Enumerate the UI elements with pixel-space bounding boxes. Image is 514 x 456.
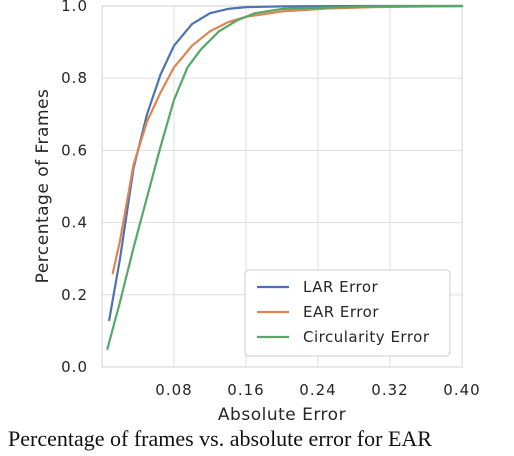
y-tick-label: 1.0	[61, 0, 88, 15]
legend-box	[244, 269, 451, 357]
x-tick-label: 0.16	[227, 381, 264, 399]
x-tick-labels: 0.08 0.16 0.24 0.32 0.40	[155, 381, 480, 399]
figure-caption: Percentage of frames vs. absolute error …	[8, 426, 432, 451]
legend-label: Circularity Error	[303, 328, 430, 346]
legend-label: LAR Error	[303, 278, 379, 296]
y-axis-label: Percentage of Frames	[33, 89, 53, 284]
series-line-1	[111, 4, 464, 275]
x-tick-label: 0.40	[443, 381, 480, 399]
series-layer	[106, 4, 464, 350]
x-tick-label: 0.32	[371, 381, 408, 399]
chart: 0.08 0.16 0.24 0.32 0.40 0.00.20.40.60.81.0 …	[33, 0, 480, 425]
y-tick-labels: 0.0 0.2 0.4 0.6 0.8 1.0	[61, 0, 88, 376]
x-tick-label: 0.08	[155, 381, 192, 399]
y-tick-label: 0.6	[61, 141, 88, 159]
series-line-2	[106, 4, 464, 350]
x-tick-label: 0.24	[299, 381, 336, 399]
legend: LAR Error EAR Error Circularity Error	[244, 269, 451, 357]
y-tick-label: 0.4	[61, 214, 88, 232]
legend-label: EAR Error	[303, 303, 379, 321]
x-axis-label: Absolute Error	[218, 405, 346, 425]
y-tick-label: 0.0	[61, 358, 88, 376]
y-tick-label: 0.2	[61, 286, 88, 304]
y-tick-label: 0.8	[61, 69, 88, 87]
